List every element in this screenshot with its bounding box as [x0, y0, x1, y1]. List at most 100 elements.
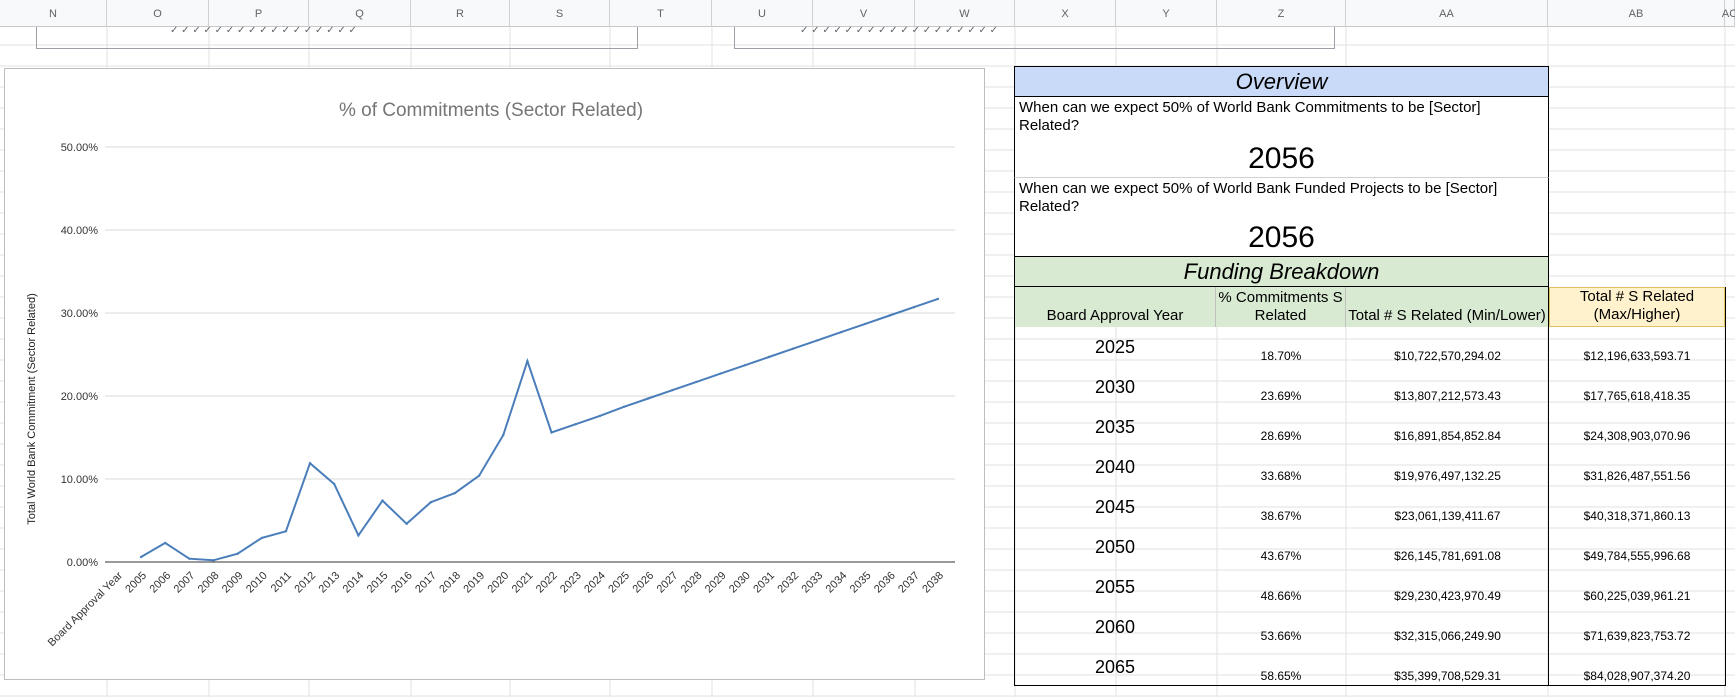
data-point	[719, 372, 722, 375]
column-header-ac[interactable]: AC	[1722, 0, 1735, 27]
filter-dropdown-box-left[interactable]	[36, 27, 638, 49]
column-header-r[interactable]: R	[411, 0, 510, 27]
cell-pct-commitments[interactable]: 23.69%	[1260, 389, 1302, 403]
cell-total-max[interactable]: $40,318,371,860.13	[1583, 509, 1691, 523]
data-point	[936, 297, 940, 301]
cell-year[interactable]: 2045	[1094, 496, 1136, 517]
y-tick-label: 20.00%	[61, 391, 99, 403]
column-header-p[interactable]: P	[209, 0, 309, 27]
cell-year[interactable]: 2055	[1094, 576, 1136, 597]
x-tick-label: 2027	[655, 570, 681, 596]
line-chart[interactable]: % of Commitments (Sector Related) Total …	[4, 68, 985, 680]
column-header-t[interactable]: T	[610, 0, 712, 27]
cell-total-min[interactable]: $35,399,708,529.31	[1394, 669, 1501, 683]
overview-title: Overview	[1235, 68, 1328, 94]
cell-year[interactable]: 2065	[1094, 656, 1136, 677]
column-header-w[interactable]: W	[915, 0, 1015, 27]
data-point	[357, 534, 360, 537]
table-bottom-border	[1014, 685, 1726, 686]
cell-pct-commitments[interactable]: 38.67%	[1260, 509, 1302, 523]
data-point	[622, 405, 626, 408]
column-header-ab[interactable]: AB	[1548, 0, 1725, 27]
cell-year[interactable]: 2060	[1094, 616, 1136, 637]
data-point	[791, 347, 795, 350]
cell-total-max[interactable]: $12,196,633,593.71	[1583, 349, 1691, 363]
cell-year[interactable]: 2030	[1094, 376, 1136, 397]
cell-pct-commitments[interactable]: 18.70%	[1260, 349, 1302, 363]
column-header-v[interactable]: V	[813, 0, 915, 27]
cell-total-max[interactable]: $24,308,903,070.96	[1583, 429, 1691, 443]
cell-pct-commitments[interactable]: 53.66%	[1260, 629, 1302, 643]
cell-total-min[interactable]: $13,807,212,573.43	[1394, 389, 1501, 403]
cell-year[interactable]: 2040	[1094, 456, 1136, 477]
cell-pct-commitments[interactable]: 28.69%	[1260, 429, 1302, 443]
x-tick-label: 2038	[920, 570, 946, 596]
cell-pct-commitments[interactable]: 58.65%	[1260, 669, 1302, 683]
x-tick-label: 2011	[269, 570, 294, 595]
cell-total-min[interactable]: $23,061,139,411.67	[1394, 509, 1501, 523]
x-tick-label: 2012	[292, 570, 318, 596]
column-header-n[interactable]: N	[0, 0, 107, 27]
data-point	[912, 305, 915, 309]
chart-y-axis-label: Total World Bank Commitment (Sector Rela…	[26, 293, 38, 525]
data-point	[888, 314, 891, 317]
y-tick-label: 50.00%	[61, 142, 99, 154]
data-point	[526, 359, 529, 363]
cell-total-max[interactable]: $17,765,618,418.35	[1583, 389, 1691, 403]
x-tick-label: 2008	[196, 570, 222, 596]
x-tick-label: 2034	[824, 570, 850, 596]
cell-total-min[interactable]: $10,722,570,294.02	[1394, 349, 1501, 363]
x-tick-label: 2022	[534, 570, 560, 596]
x-tick-label: 2005	[123, 570, 149, 596]
cell-year[interactable]: 2035	[1094, 416, 1136, 437]
x-tick-label: 2016	[389, 570, 415, 596]
data-point	[260, 536, 263, 540]
cell-year[interactable]: 2050	[1094, 536, 1136, 557]
cell-total-max[interactable]: $71,639,823,753.72	[1583, 629, 1691, 643]
cell-pct-commitments[interactable]: 33.68%	[1260, 469, 1302, 483]
cell-pct-commitments[interactable]: 43.67%	[1260, 549, 1302, 563]
cell-total-max[interactable]: $60,225,039,961.21	[1583, 589, 1691, 603]
overview-question-2: When can we expect 50% of World Bank Fun…	[1014, 177, 1549, 219]
x-tick-label: 2035	[848, 570, 874, 596]
column-header-x[interactable]: X	[1015, 0, 1116, 27]
cell-total-min[interactable]: $19,976,497,132.25	[1394, 469, 1501, 483]
column-header-pct-commitments: % Commitments S Related	[1216, 287, 1346, 327]
cell-total-max[interactable]: $84,028,907,374.20	[1583, 669, 1691, 683]
filter-dropdown-box-right[interactable]	[734, 27, 1335, 49]
data-point	[236, 552, 239, 555]
data-point	[405, 522, 408, 526]
x-tick-label: 2009	[220, 570, 246, 596]
data-point	[646, 397, 650, 400]
y-tick-label: 10.00%	[61, 474, 99, 486]
column-header-z[interactable]: Z	[1217, 0, 1346, 27]
data-point	[333, 482, 336, 486]
data-point	[743, 364, 746, 367]
cell-total-min[interactable]: $26,145,781,691.08	[1394, 549, 1501, 563]
x-tick-label: 2020	[486, 570, 512, 596]
x-tick-label: 2023	[558, 570, 584, 596]
x-tick-label: 2024	[582, 570, 608, 596]
checkmark-icon-row-left: ✓ ✓ ✓ ✓ ✓ ✓ ✓ ✓ ✓ ✓ ✓ ✓ ✓ ✓ ✓ ✓ ✓	[170, 25, 357, 36]
cell-total-min[interactable]: $29,230,423,970.49	[1394, 589, 1501, 603]
x-axis-label: Board Approval Year	[46, 569, 126, 649]
data-point	[188, 557, 191, 560]
column-header-o[interactable]: O	[107, 0, 209, 27]
cell-total-min[interactable]: $16,891,854,852.84	[1394, 429, 1501, 443]
cell-year[interactable]: 2025	[1094, 336, 1136, 357]
x-tick-label: 2036	[872, 570, 898, 596]
cell-total-max[interactable]: $49,784,555,996.68	[1583, 549, 1691, 563]
data-point	[864, 322, 867, 325]
data-point	[453, 491, 457, 495]
column-header-u[interactable]: U	[712, 0, 813, 27]
cell-total-min[interactable]: $32,315,066,249.90	[1394, 629, 1501, 643]
column-header-aa[interactable]: AA	[1346, 0, 1548, 27]
y-tick-label: 40.00%	[61, 225, 99, 237]
cell-total-max[interactable]: $31,826,487,551.56	[1583, 469, 1691, 483]
cell-pct-commitments[interactable]: 48.66%	[1260, 589, 1302, 603]
data-point	[212, 559, 215, 562]
column-header-y[interactable]: Y	[1116, 0, 1217, 27]
column-header-s[interactable]: S	[510, 0, 610, 27]
column-header-q[interactable]: Q	[309, 0, 411, 27]
funding-breakdown-title: Funding Breakdown	[1183, 258, 1380, 284]
